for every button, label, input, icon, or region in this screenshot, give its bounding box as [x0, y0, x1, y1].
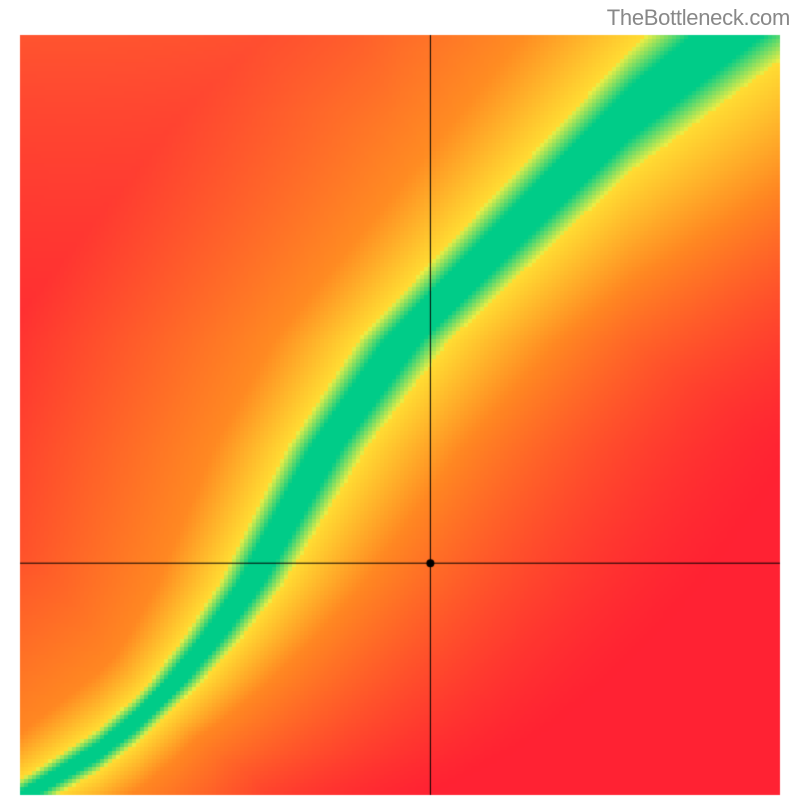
bottleneck-heatmap: [0, 0, 800, 800]
watermark-text: TheBottleneck.com: [607, 5, 790, 31]
